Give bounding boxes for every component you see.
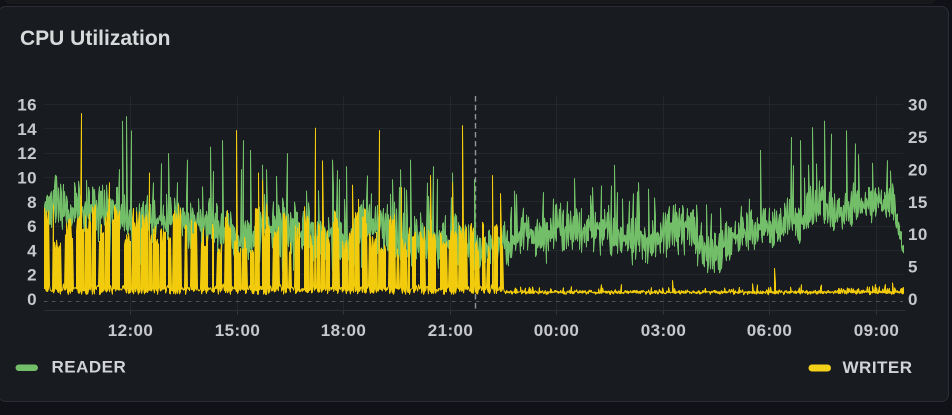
svg-text:8: 8 — [27, 193, 37, 212]
svg-text:12:00: 12:00 — [108, 321, 153, 340]
svg-text:30: 30 — [908, 96, 928, 115]
svg-text:0: 0 — [27, 290, 37, 309]
svg-text:16: 16 — [17, 96, 37, 115]
svg-text:06:00: 06:00 — [747, 321, 792, 340]
svg-text:0: 0 — [908, 290, 918, 309]
svg-text:WRITER: WRITER — [843, 358, 913, 377]
svg-text:10: 10 — [908, 225, 928, 244]
svg-text:6: 6 — [27, 217, 37, 236]
svg-text:CPU Utilization: CPU Utilization — [20, 27, 171, 50]
svg-text:15:00: 15:00 — [215, 321, 260, 340]
svg-text:2: 2 — [27, 266, 37, 285]
svg-text:4: 4 — [27, 241, 37, 260]
svg-text:18:00: 18:00 — [321, 321, 366, 340]
svg-text:21:00: 21:00 — [428, 321, 473, 340]
svg-text:10: 10 — [17, 169, 37, 188]
svg-text:09:00: 09:00 — [854, 321, 899, 340]
svg-text:20: 20 — [908, 160, 928, 179]
svg-text:15: 15 — [908, 193, 928, 212]
svg-text:00:00: 00:00 — [534, 321, 579, 340]
svg-text:14: 14 — [17, 120, 37, 139]
svg-text:12: 12 — [17, 144, 37, 163]
svg-text:25: 25 — [908, 128, 928, 147]
svg-text:5: 5 — [908, 258, 918, 277]
svg-text:READER: READER — [52, 358, 127, 377]
svg-text:03:00: 03:00 — [641, 321, 686, 340]
